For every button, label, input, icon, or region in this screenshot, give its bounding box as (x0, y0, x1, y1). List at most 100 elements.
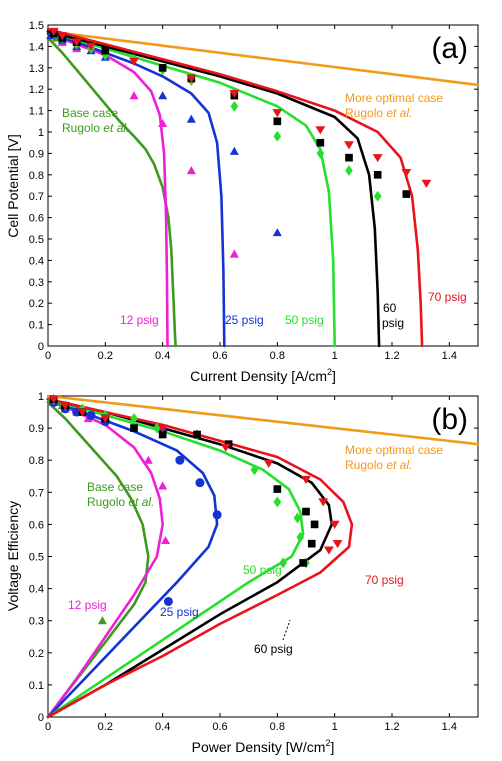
panel-b-opt-label-line2: Rugolo et al. (345, 458, 412, 472)
panel-a-label: (a) (431, 32, 468, 65)
y-tick-label: 1.2 (29, 84, 44, 96)
marker-p60_m (101, 46, 110, 55)
marker-p50_m (130, 413, 138, 424)
marker-p12_m (158, 118, 168, 128)
panel-a-25psig-label: 25 psig (225, 313, 264, 327)
series-line-p60 (46, 397, 334, 719)
panel-b-markers (46, 393, 343, 625)
y-tick-label: 0.5 (29, 234, 44, 246)
marker-p50_m (316, 148, 325, 159)
marker-p70_m (157, 424, 168, 433)
panel-a-chart: 0 0.2 0.4 0.6 0.8 1 1.2 1.4 0 0.1 0.2 0.3 0.4 0.5 0.6 0… (5, 20, 480, 384)
panel-b-series (46, 394, 480, 719)
y-tick-label: 1.5 (29, 20, 44, 32)
marker-p25_m (186, 114, 196, 123)
marker-p70_m (332, 540, 343, 549)
marker-p60_m (130, 424, 138, 432)
marker-p12_m (186, 166, 196, 175)
panel-b-50psig-label: 50 psig (243, 563, 282, 577)
y-tick-label: 0.7 (29, 191, 44, 203)
panel-b-70psig-label: 70 psig (365, 573, 404, 587)
y-tick-label: 0.4 (29, 255, 44, 267)
marker-p70_m (220, 443, 231, 452)
panel-b-chart: 0 0.2 0.4 0.6 0.8 1 1.2 1.4 0 0.1 0.2 0.3 0.4 0.5 0.6 0… (5, 391, 480, 755)
marker-p70_m (60, 402, 71, 411)
panel-b-ticks: 0 0.2 0.4 0.6 0.8 1 1.2 1.4 0 0.1 0.2 0.3 0.4 0.5 0.6 0… (29, 391, 478, 733)
x-tick-label: 1 (332, 721, 338, 733)
series-line-opt (46, 30, 480, 87)
panel-b-xlabel: Power Density [W/cm2] (192, 738, 335, 755)
panel-b-60psig-label: 60 psig (254, 642, 293, 656)
panel-b-label: (b) (431, 403, 468, 436)
y-tick-label: 1.4 (29, 41, 44, 53)
marker-p60_m (273, 117, 282, 126)
marker-p70_m (57, 32, 68, 41)
marker-p60_m (345, 153, 353, 162)
x-tick-label: 1.4 (442, 721, 457, 733)
marker-p70_m (129, 57, 139, 66)
panel-a-70psig-label: 70 psig (428, 290, 467, 304)
marker-p60_m (402, 190, 411, 198)
marker-p70_m (323, 546, 334, 555)
x-tick-label: 0 (45, 350, 51, 362)
marker-p70_m (48, 27, 59, 36)
marker-p70_m (186, 74, 197, 83)
panel-a-base-label-line1: Base case (62, 106, 118, 120)
x-tick-label: 0.8 (270, 350, 285, 362)
x-tick-label: 0.2 (98, 350, 113, 362)
panel-a-50psig-label: 50 psig (285, 313, 324, 327)
y-tick-label: 1.3 (29, 63, 44, 75)
marker-p50_m (296, 531, 305, 543)
x-tick-label: 1.2 (384, 350, 399, 362)
marker-p70_m (263, 459, 274, 468)
x-tick-label: 0.6 (212, 350, 227, 362)
panel-a-axes-box (47, 24, 479, 347)
marker-p70_m (100, 414, 111, 423)
marker-p60_m (316, 138, 325, 147)
marker-p60_m (158, 430, 167, 439)
x-tick-label: 0.8 (270, 721, 285, 733)
marker-p12_m (129, 91, 139, 100)
series-line-p25 (46, 397, 219, 719)
marker-p12_m (143, 455, 153, 464)
marker-p70_m (71, 38, 82, 47)
marker-p60_m (302, 507, 310, 516)
panel-b-60psig-leader (282, 619, 291, 641)
y-tick-label: 0.1 (29, 320, 44, 332)
marker-p50_m (279, 557, 287, 569)
series-line-base (46, 401, 150, 719)
series-line-p25 (46, 32, 226, 348)
series-line-base (46, 36, 177, 348)
panel-a-base-label-line2: Rugolo et al. (62, 121, 129, 135)
y-tick-label: 0.9 (29, 148, 44, 160)
marker-p12_m (158, 481, 168, 490)
marker-p60_m (193, 430, 201, 439)
marker-p60_m (158, 63, 167, 72)
panel-b-ylabel: Voltage Efficiency (5, 501, 21, 611)
marker-p70_m (401, 169, 412, 178)
y-tick-label: 0.5 (29, 552, 44, 564)
marker-p70_m (301, 475, 311, 484)
marker-p60_m (273, 485, 282, 493)
panel-a-12psig-label: 12 psig (120, 313, 159, 327)
series-line-p70 (46, 27, 424, 348)
marker-p50_m (230, 100, 239, 112)
y-tick-label: 0.1 (29, 680, 44, 692)
y-tick-label: 0.9 (29, 423, 44, 435)
x-tick-label: 0.4 (155, 350, 170, 362)
marker-p70_m (329, 520, 340, 529)
panel-b-base-label-line2: Rugolo et al. (87, 495, 154, 509)
marker-p25_m (229, 146, 239, 155)
marker-p60_m (373, 170, 382, 179)
marker-p60_m (310, 520, 319, 529)
marker-p50_m (345, 165, 353, 176)
marker-p25_m (272, 228, 282, 237)
marker-p60_m (299, 559, 307, 567)
y-tick-label: 0.2 (29, 648, 44, 660)
marker-p25_m (163, 596, 173, 606)
x-tick-label: 0.2 (98, 721, 113, 733)
marker-p25_m (212, 510, 222, 520)
panel-b-12psig-label: 12 psig (68, 598, 107, 612)
panel-a-60psig-label-line1: 60 (383, 301, 397, 315)
